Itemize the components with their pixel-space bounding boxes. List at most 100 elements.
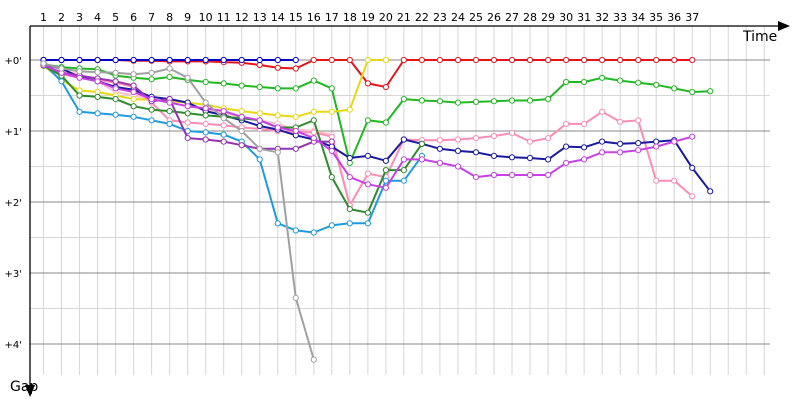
data-point: [653, 81, 660, 88]
data-point: [490, 56, 498, 64]
data-point: [418, 140, 425, 147]
data-point: [599, 74, 606, 81]
data-point: [274, 56, 281, 64]
data-point: [653, 56, 660, 64]
data-point: [256, 156, 263, 163]
data-point: [382, 157, 389, 164]
series-8: [40, 60, 425, 236]
data-point: [418, 56, 425, 64]
data-point: [635, 140, 642, 147]
data-point: [508, 56, 516, 64]
data-point: [256, 61, 263, 69]
data-point: [635, 56, 642, 64]
series-7: [40, 61, 714, 195]
data-point: [599, 56, 606, 64]
y-axis-title: Gap: [10, 379, 38, 395]
data-point: [472, 56, 480, 64]
data-point: [436, 145, 443, 152]
data-point: [581, 56, 588, 64]
data-point: [292, 294, 299, 301]
data-point: [400, 136, 407, 143]
data-point: [707, 188, 714, 195]
data-point: [328, 147, 335, 154]
x-tick-label: 31: [577, 11, 591, 24]
data-point: [112, 78, 119, 85]
data-point: [689, 164, 696, 171]
data-point: [490, 171, 498, 179]
data-point: [76, 74, 83, 81]
data-point: [184, 135, 191, 142]
data-point: [202, 56, 209, 64]
data-point: [346, 106, 353, 113]
x-tick-label: 36: [667, 11, 681, 24]
data-point: [184, 110, 191, 117]
data-point: [563, 159, 570, 166]
data-point: [545, 135, 552, 142]
data-point: [274, 64, 281, 71]
data-point: [238, 142, 245, 149]
data-point: [292, 85, 299, 92]
y-tick-label: +0': [5, 56, 23, 67]
data-point: [310, 229, 317, 236]
data-point: [617, 56, 624, 64]
y-axis-arrow: [25, 385, 35, 397]
series-line: [43, 64, 423, 214]
x-tick-label: 23: [433, 11, 447, 24]
data-point: [581, 156, 588, 163]
data-point: [220, 131, 227, 138]
data-point: [220, 122, 227, 129]
x-tick-label: 17: [325, 11, 339, 24]
data-point: [346, 154, 353, 162]
data-point: [526, 138, 534, 145]
data-point: [653, 143, 660, 150]
data-point: [364, 220, 371, 227]
data-point: [202, 120, 209, 128]
data-point: [94, 110, 101, 117]
data-point: [454, 99, 462, 106]
data-point: [454, 147, 462, 154]
data-point: [202, 78, 209, 86]
data-point: [508, 154, 516, 161]
data-point: [292, 113, 299, 120]
data-point: [130, 88, 137, 96]
data-point: [166, 99, 173, 106]
x-tick-label: 11: [217, 11, 231, 24]
data-point: [436, 137, 443, 144]
data-point: [382, 56, 389, 64]
data-point: [58, 65, 65, 72]
data-point: [364, 181, 371, 188]
data-point: [310, 77, 317, 84]
data-point: [130, 71, 137, 78]
data-point: [238, 108, 245, 115]
data-point: [707, 88, 714, 95]
data-point: [58, 78, 65, 85]
data-point: [689, 56, 696, 64]
x-tick-label: 14: [271, 11, 285, 24]
data-point: [148, 69, 155, 76]
x-tick-label: 32: [595, 11, 609, 24]
data-point: [130, 96, 137, 103]
data-point: [526, 97, 534, 104]
x-tick-label: 8: [166, 11, 173, 24]
data-point: [256, 56, 263, 64]
data-point: [400, 96, 407, 103]
series-lines: [40, 56, 714, 363]
series-3: [40, 61, 714, 166]
data-point: [563, 56, 570, 64]
series-12: [40, 60, 317, 363]
data-point: [472, 149, 480, 156]
series-line: [43, 63, 711, 192]
x-tick-label: 6: [130, 11, 137, 24]
data-point: [581, 144, 588, 151]
x-tick-labels: 1 2 3 4 5 6 7 8 9 10 11 12 13 14 15 16 17 18 19 20 21 22 23 24 2…: [40, 11, 699, 24]
data-point: [653, 177, 660, 184]
data-point: [112, 111, 119, 118]
data-point: [148, 96, 155, 103]
data-point: [166, 73, 173, 81]
data-point: [202, 129, 209, 136]
x-tick-label: 27: [505, 11, 519, 24]
series-11: [40, 61, 696, 191]
data-point: [76, 92, 83, 99]
data-point: [184, 103, 191, 110]
data-point: [472, 135, 480, 142]
